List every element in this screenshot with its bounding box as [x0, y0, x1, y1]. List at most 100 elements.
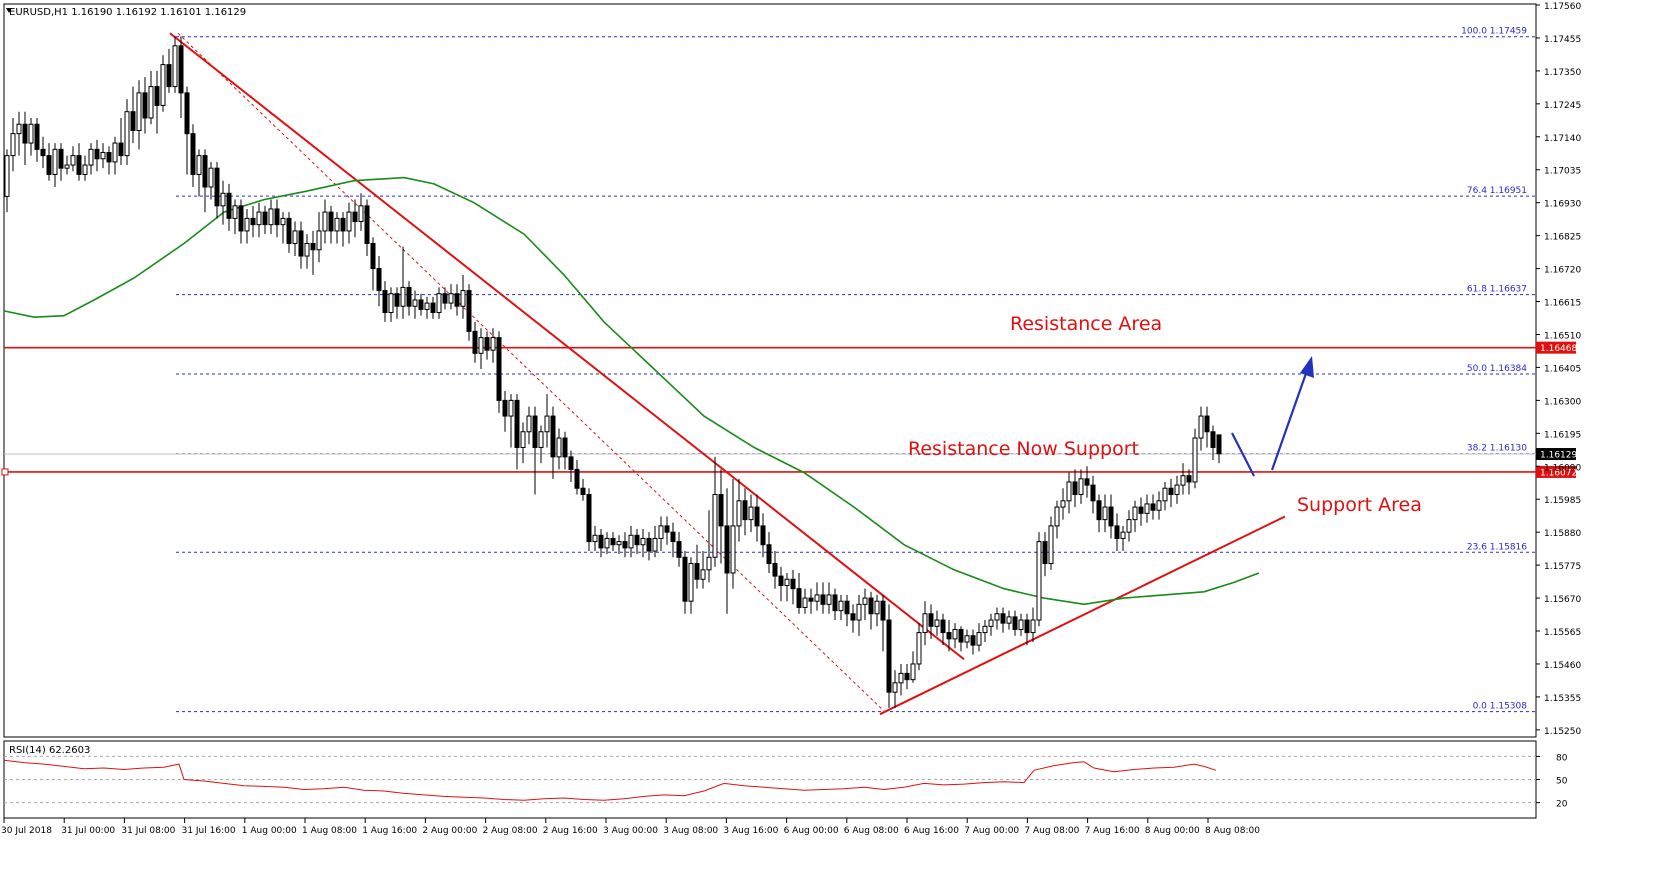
candle-body	[22, 123, 28, 144]
candle-body	[196, 155, 202, 175]
price-tick-label: 1.16405	[1544, 364, 1581, 374]
candle-body	[718, 494, 724, 527]
candle	[208, 161, 214, 200]
annotations: Resistance Area Resistance Now Support S…	[908, 313, 1422, 516]
candle	[862, 588, 868, 621]
rsi-label: RSI(14) 62.2603	[9, 745, 90, 756]
candle	[10, 117, 16, 172]
candle-body	[52, 148, 58, 175]
candle	[934, 610, 940, 636]
candle	[202, 149, 208, 213]
candle	[70, 146, 76, 172]
time-tick-label: 1 Aug 00:00	[242, 826, 297, 836]
candle-body	[832, 594, 838, 612]
candle	[448, 284, 454, 310]
candle-body	[616, 541, 622, 546]
candle	[298, 221, 304, 269]
rsi-line	[3, 759, 1217, 801]
candle-body	[520, 431, 526, 448]
candle	[568, 450, 574, 482]
candle-body	[484, 337, 490, 351]
candle	[178, 36, 184, 118]
candle-body	[886, 619, 892, 693]
candle	[1126, 510, 1132, 542]
candle	[1096, 494, 1102, 533]
candle-body	[1102, 506, 1108, 521]
candle	[304, 234, 310, 269]
candle-body	[574, 468, 580, 489]
candle	[196, 149, 202, 197]
candle-body	[1216, 434, 1222, 455]
candle	[1006, 610, 1012, 630]
candle-body	[952, 628, 958, 640]
candle	[424, 296, 430, 319]
candle-body	[646, 537, 652, 552]
price-tick-label: 1.15985	[1544, 496, 1581, 506]
candle	[712, 456, 718, 567]
candle	[166, 48, 172, 93]
symbol-triangle-icon	[6, 8, 12, 13]
candle-body	[430, 302, 436, 314]
candle-body	[544, 415, 550, 433]
candle-body	[1036, 541, 1042, 621]
candle-body	[166, 64, 172, 88]
candle-body	[868, 597, 874, 615]
candle	[1000, 607, 1006, 633]
candle	[772, 551, 778, 589]
candle	[946, 620, 952, 652]
candle	[436, 287, 442, 319]
candle	[538, 425, 544, 464]
candle-body	[58, 148, 64, 169]
candle-body	[796, 588, 802, 608]
candle-body	[238, 205, 244, 232]
candle-body	[322, 211, 328, 232]
time-tick-label: 3 Aug 00:00	[603, 826, 658, 836]
ascending-trendline	[879, 515, 1286, 716]
candle	[1054, 500, 1060, 539]
candle	[1072, 469, 1078, 508]
candle	[892, 670, 898, 708]
candle	[718, 469, 724, 564]
candle	[1138, 497, 1144, 526]
candle-body	[958, 628, 964, 643]
candle-body	[160, 64, 166, 106]
price-tick-label: 1.15670	[1544, 595, 1581, 605]
candle-body	[340, 217, 346, 232]
candle	[292, 221, 298, 257]
candle-body	[862, 597, 868, 605]
candle	[964, 629, 970, 649]
rsi-tick-label: 80	[1556, 753, 1568, 763]
candle	[412, 290, 418, 319]
price-panel[interactable]: 100.0 1.17459 76.4 1.16951 61.8 1.16637 50.…	[1, 2, 1581, 738]
candle-body	[370, 242, 376, 270]
candle-body	[1180, 475, 1186, 486]
candle	[928, 604, 934, 639]
candle-body	[784, 578, 790, 587]
candle-body	[712, 494, 718, 558]
rsi-panel[interactable]: RSI(14) 62.2603 80 50 20	[3, 740, 1568, 819]
resistance-price-label: 1.16468	[1540, 344, 1577, 354]
candle	[16, 111, 22, 156]
candle	[466, 284, 472, 341]
candle	[550, 406, 556, 479]
candle-body	[118, 142, 124, 157]
candle-body	[700, 569, 706, 580]
candle	[544, 394, 550, 448]
candle-body	[976, 632, 982, 646]
candle	[556, 428, 562, 470]
up-projection-arrow	[1270, 361, 1312, 471]
candle-body	[880, 600, 886, 621]
candlestick-series	[4, 36, 1222, 708]
candle	[610, 532, 616, 551]
time-tick-label: 8 Aug 00:00	[1145, 826, 1200, 836]
candle	[916, 623, 922, 671]
candle-body	[394, 293, 400, 307]
candle	[220, 180, 226, 225]
candle-body	[940, 619, 946, 634]
candle	[172, 36, 178, 93]
candle	[1036, 532, 1042, 627]
candle-body	[34, 123, 40, 150]
candle	[1180, 463, 1186, 495]
candle-body	[970, 635, 976, 646]
